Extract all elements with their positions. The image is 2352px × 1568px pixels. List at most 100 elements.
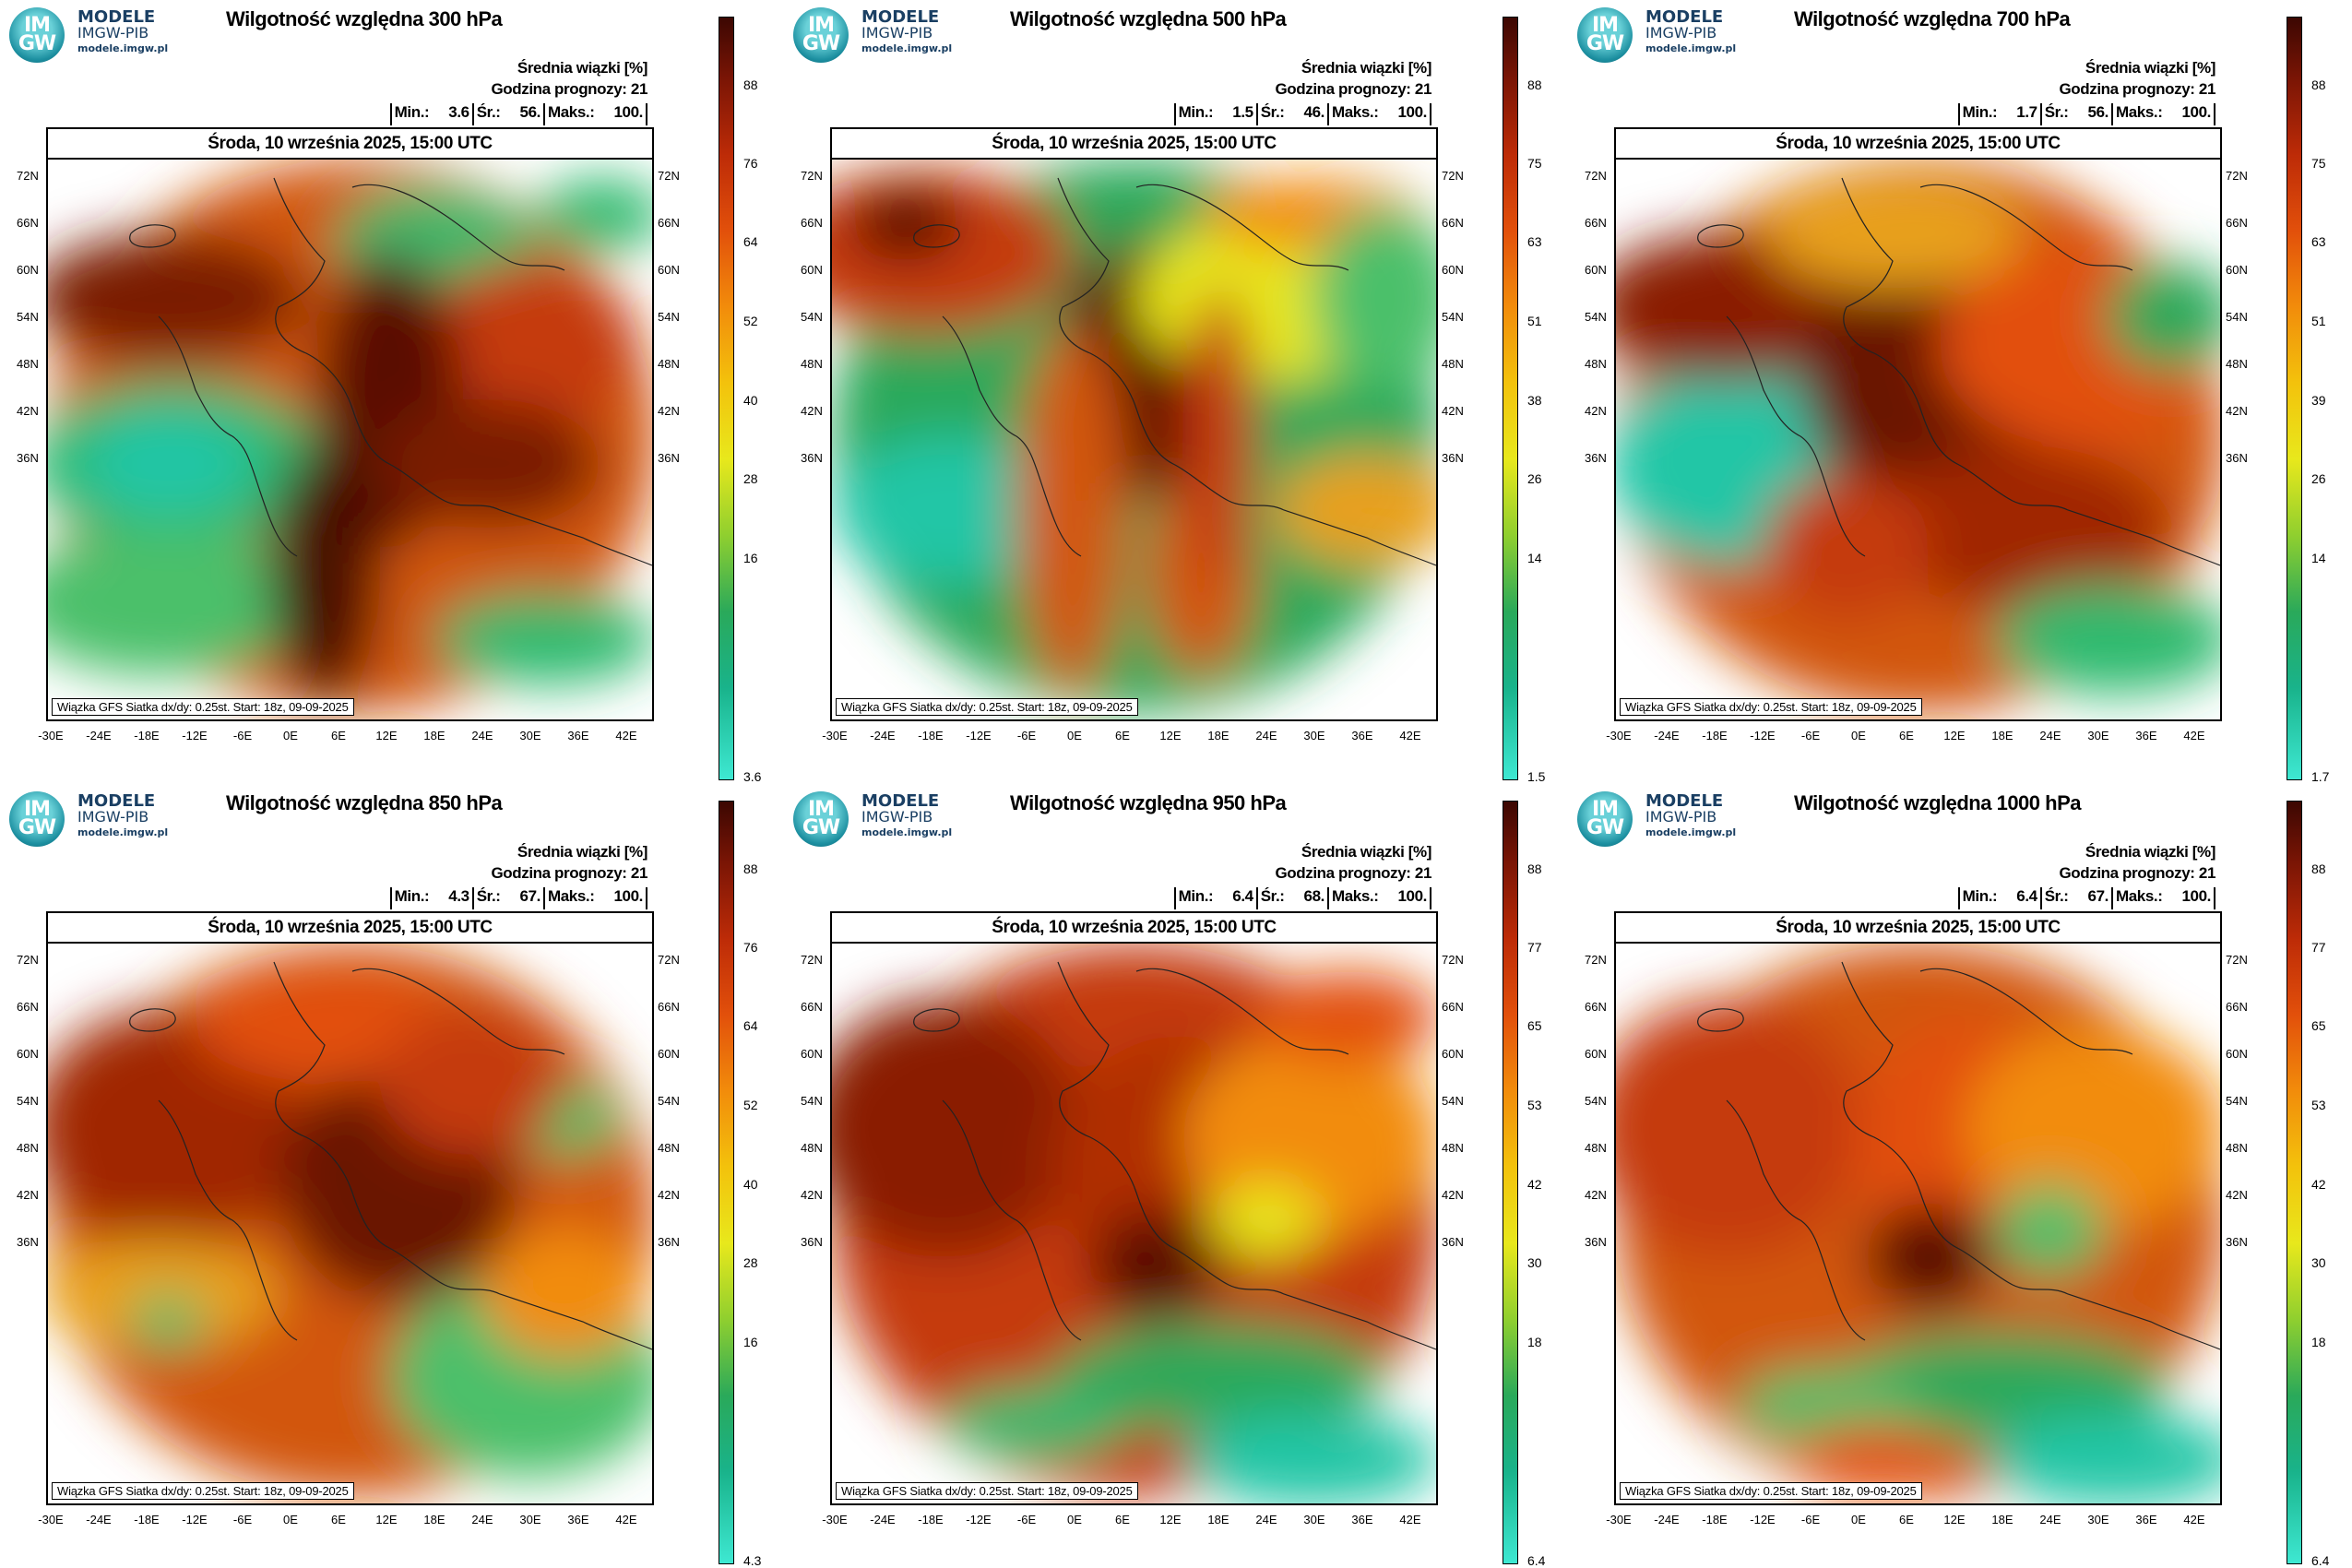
lon-tick: 36E	[2135, 729, 2157, 742]
colorbar-tick: 40	[743, 1177, 758, 1193]
lat-tick-right: 72N	[658, 953, 680, 967]
humidity-field: Wiązka GFS Siatka dx/dy: 0.25st. Start: …	[48, 160, 652, 719]
colorbar-tick: 1.5	[1527, 768, 1546, 784]
panel-title: Wilgotność względna 300 hPa	[226, 7, 503, 30]
map-area: Środa, 10 września 2025, 15:00 UTC Wiązka…	[46, 127, 654, 721]
colorbar-tick: 30	[1527, 1255, 1542, 1271]
colorbar-tick: 77	[1527, 940, 1542, 956]
colorbar-tick: 6.4	[1527, 1552, 1546, 1568]
lat-tick-right: 36N	[658, 451, 680, 465]
lat-tick-left: 72N	[801, 169, 823, 183]
colorbar-tick: 16	[743, 1335, 758, 1350]
avg-label: Śr.:	[2044, 103, 2069, 121]
lon-tick: 12E	[1943, 729, 1966, 742]
lon-tick: -6E	[232, 729, 253, 742]
mean-label: Średnia wiązki [%]	[1301, 59, 1432, 77]
colorbar-tick: 42	[1527, 1177, 1542, 1193]
colorbar-tick: 75	[2311, 156, 2326, 172]
lon-tick: 12E	[1943, 1513, 1966, 1526]
min-value: 6.4	[2000, 887, 2042, 909]
colorbar-tick: 52	[743, 314, 758, 329]
lat-tick-right: 60N	[658, 1047, 680, 1061]
humidity-region	[943, 1386, 1127, 1460]
lon-tick: -24E	[1654, 729, 1680, 742]
humidity-region	[1791, 1423, 1957, 1497]
colorbar-tick: 18	[1527, 1335, 1542, 1350]
humidity-region	[417, 261, 638, 427]
coastline	[1135, 968, 1349, 1055]
coastline	[1057, 961, 1436, 1350]
humidity-region	[1275, 455, 1436, 565]
model-info: Wiązka GFS Siatka dx/dy: 0.25st. Start: …	[1620, 1482, 1922, 1500]
logo-line3: modele.imgw.pl	[77, 826, 169, 838]
humidity-region	[48, 233, 306, 362]
lon-tick: -24E	[870, 729, 896, 742]
colorbar-tick: 76	[743, 156, 758, 172]
colorbar-tick: 18	[2311, 1335, 2326, 1350]
humidity-heatmap	[48, 160, 652, 713]
min-value: 6.4	[1216, 887, 1258, 909]
max-value: 100.	[2181, 103, 2212, 121]
model-info: Wiązka GFS Siatka dx/dy: 0.25st. Start: …	[52, 1482, 354, 1500]
lon-tick: 30E	[1303, 1513, 1325, 1526]
humidity-region	[1256, 971, 1436, 1063]
lat-tick-right: 48N	[2226, 357, 2248, 371]
lon-tick: 36E	[1351, 729, 1373, 742]
colorbar-tick: 76	[743, 940, 758, 956]
avg-value: 56.	[2072, 103, 2113, 125]
avg-value: 67.	[2072, 887, 2113, 909]
logo-mark-text: IM GW	[18, 14, 56, 55]
colorbar-tick: 63	[1527, 234, 1542, 250]
colorbar-tick: 65	[2311, 1018, 2326, 1034]
lon-tick: 24E	[2039, 729, 2061, 742]
lat-tick-right: 42N	[658, 404, 680, 418]
lon-tick: -12E	[182, 729, 208, 742]
colorbar-tick: 6.4	[2311, 1552, 2330, 1568]
lon-tick: 36E	[2135, 1513, 2157, 1526]
colorbar-tick: 88	[1527, 861, 1542, 876]
lon-tick: 18E	[423, 729, 445, 742]
avg-label: Śr.:	[1260, 103, 1285, 121]
humidity-region	[1616, 999, 1865, 1257]
lat-tick-left: 54N	[1585, 310, 1607, 324]
min-value: 1.7	[2000, 103, 2042, 125]
max-value: 100.	[1397, 103, 1428, 121]
lon-tick: 42E	[1399, 1513, 1421, 1526]
panel-title: Wilgotność względna 500 hPa	[1010, 7, 1287, 30]
humidity-heatmap	[832, 944, 1436, 1503]
colorbar-tick: 28	[743, 1255, 758, 1271]
coastline	[1697, 1008, 1744, 1032]
coastline	[1697, 224, 1744, 248]
lat-tick-right: 48N	[2226, 1141, 2248, 1155]
forecast-panel: IM GW MODELE IMGW-PIB modele.imgw.pl Wilgotn…	[1568, 784, 2352, 1568]
colorbar-tick: 88	[2311, 861, 2326, 876]
humidity-heatmap	[1616, 160, 2220, 713]
lat-tick-right: 72N	[2226, 169, 2248, 183]
mean-label: Średnia wiązki [%]	[517, 843, 648, 861]
panel-title: Wilgotność względna 700 hPa	[1794, 7, 2071, 30]
lat-tick-right: 66N	[2226, 216, 2248, 230]
lat-tick-left: 54N	[17, 1094, 39, 1108]
imgw-logo: IM GW MODELE IMGW-PIB modele.imgw.pl	[793, 7, 952, 63]
coastline	[1135, 184, 1349, 271]
humidity-region	[1016, 326, 1127, 695]
colorbar-tick: 39	[2311, 393, 2326, 409]
humidity-region	[435, 593, 652, 685]
lon-tick: -30E	[38, 1513, 64, 1526]
colorbar-tick: 42	[2311, 1177, 2326, 1193]
lat-tick-left: 66N	[801, 216, 823, 230]
lon-tick: 24E	[1255, 1513, 1277, 1526]
colorbar	[2287, 17, 2302, 780]
colorbar	[1503, 17, 1518, 780]
logo-mark-text: IM GW	[802, 798, 840, 839]
stats-block: Średnia wiązki [%] Godzina prognozy: 21	[491, 841, 647, 884]
forecast-panel: IM GW MODELE IMGW-PIB modele.imgw.pl Wilgotn…	[784, 0, 1568, 784]
coastline	[273, 177, 652, 566]
lat-tick-right: 36N	[658, 1235, 680, 1249]
lon-tick: 42E	[2183, 1513, 2205, 1526]
lat-tick-right: 42N	[2226, 1188, 2248, 1202]
panel-title: Wilgotność względna 950 hPa	[1010, 791, 1287, 814]
logo-line2: IMGW-PIB	[77, 24, 149, 42]
lat-tick-left: 42N	[17, 404, 39, 418]
lon-tick: 24E	[471, 729, 493, 742]
